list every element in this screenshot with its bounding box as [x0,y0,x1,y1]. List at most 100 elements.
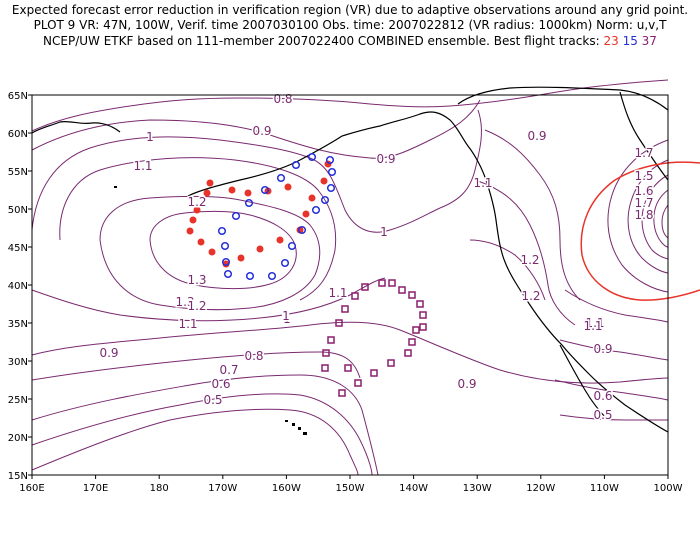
contour-label: 1.1 [328,286,347,300]
purple-track-point [419,311,427,319]
axis-ticks [28,94,669,479]
purple-track-point [361,283,369,291]
contour-label: 1.5 [634,169,653,183]
longitude-label: 170E [83,483,108,494]
blue-track-point [307,152,317,162]
red-track-point [203,189,211,197]
purple-track-point [338,389,346,397]
longitude-label: 160W [272,483,301,494]
red-track-point [302,210,310,218]
latitude-label: 60N [8,129,28,140]
blue-track-point [297,225,307,235]
contour-lines [31,79,669,476]
contour-label: 1.3 [175,295,194,309]
contour-label: 1.3 [187,273,206,287]
blue-flight-track [217,152,337,281]
red-track-point [244,189,252,197]
contour-label: 0.8 [273,92,292,106]
latitude-label: 25N [8,395,28,406]
contour-label: 0.9 [593,342,612,356]
contour-label: 1 [282,313,290,327]
latitude-label: 40N [8,281,28,292]
purple-track-point [404,349,412,357]
contour-label: 1.2 [187,299,206,313]
plot-frame [31,94,669,476]
purple-track-point [344,364,352,372]
contour-label: 0.6 [211,377,230,391]
purple-track-point [327,336,335,344]
contour-label: 1.6 [634,184,653,198]
purple-track-point [412,326,420,334]
red-track-point [237,254,245,262]
blue-track-point [267,271,277,281]
purple-track-point [388,279,396,287]
purple-track-point [408,338,416,346]
latitude-label: 50N [8,205,28,216]
longitude-label: 110W [590,483,619,494]
red-track-point [228,186,236,194]
contour-label: 0.5 [203,393,222,407]
red-flight-track [186,160,332,268]
purple-flight-track [321,279,427,397]
title-line-3-text: NCEP/UW ETKF based on 111-member 2007022… [43,34,600,48]
purple-track-point [354,379,362,387]
blue-track-point [327,167,337,177]
islands [114,186,307,435]
longitude-label: 160E [19,483,44,494]
contour-label: 1.2 [521,289,540,303]
purple-track-point [416,300,424,308]
blue-track-point [245,271,255,281]
contour-labels: 0.80.911.11.21.30.910.91.11.71.51.61.71.… [98,91,655,424]
title-line-2: PLOT 9 VR: 47N, 100W, Verif. time 200703… [33,18,667,32]
red-track-point [296,226,304,234]
red-track-point [276,236,284,244]
contour-label: 1.1 [473,176,492,190]
blue-track-point [276,173,286,183]
red-track-point [308,194,316,202]
latitude-label: 30N [8,357,28,368]
contour-label: 1 [380,225,388,239]
blue-track-point [280,258,290,268]
purple-track-point [321,364,329,372]
latitude-label: 20N [8,433,28,444]
red-track-point [208,248,216,256]
latitude-label: 35N [8,319,28,330]
red-track-point [197,238,205,246]
purple-track-point [378,279,386,287]
red-track-point [284,183,292,191]
longitude-label: 140W [399,483,428,494]
contour-label: 1.1 [583,319,602,333]
red-track-point [206,179,214,187]
latitude-label: 65N [8,91,28,102]
track-id-blue: 15 [622,34,638,48]
latitude-label: 15N [8,471,28,482]
contour-label: 1.2 [520,253,539,267]
track-id-purple: 37 [641,34,657,48]
purple-track-point [351,292,359,300]
longitude-label: 120W [526,483,555,494]
contour-label: 1 [146,130,154,144]
blue-track-point [220,241,230,251]
title-line-3: NCEP/UW ETKF based on 111-member 2007022… [0,34,700,49]
longitude-label: 100W [654,483,683,494]
purple-track-point [341,305,349,313]
blue-track-point [326,183,336,193]
contour-label: 1.1 [133,159,152,173]
latitude-label: 45N [8,243,28,254]
blue-track-point [223,269,233,279]
contour-label: 0.9 [376,152,395,166]
contour-label: 1.1 [585,316,604,330]
contour-label: 1 [283,312,291,326]
purple-track-point [370,369,378,377]
verification-region-circle [580,161,700,301]
track-id-red: 23 [603,34,619,48]
red-track-point [324,160,332,168]
contour-label: 1 [282,309,290,323]
latitude-label: 55N [8,167,28,178]
contour-label: 0.9 [99,346,118,360]
blue-track-point [325,155,335,165]
contour-label: 0.9 [527,129,546,143]
purple-track-point [322,349,330,357]
red-track-point [320,177,328,185]
